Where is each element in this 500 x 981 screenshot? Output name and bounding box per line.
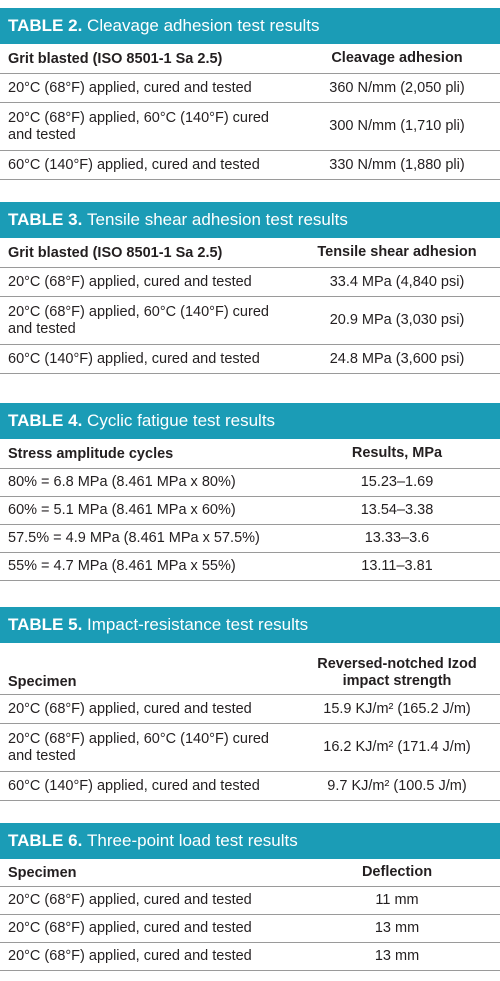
table-row: 20°C (68°F) applied, cured and tested 13…	[0, 915, 500, 943]
table-cell: 20°C (68°F) applied, cured and tested	[8, 892, 252, 908]
table-name: Three-point load test results	[87, 831, 298, 850]
column-header: Cleavage adhesion	[331, 50, 463, 66]
table-cell: 20°C (68°F) applied, cured and tested	[8, 273, 252, 290]
table-title-bar: TABLE 4. Cyclic fatigue test results	[0, 403, 500, 439]
table-cell: 20.9 MPa (3,030 psi)	[329, 312, 465, 328]
table-row: 20°C (68°F) applied, cured and tested 36…	[0, 74, 500, 103]
table-row: 60% = 5.1 MPa (8.461 MPa x 60%) 13.54–3.…	[0, 497, 500, 525]
column-header: Specimen	[8, 674, 77, 690]
table-cell: 300 N/mm (1,710 pli)	[329, 118, 465, 134]
table-name: Cyclic fatigue test results	[87, 411, 276, 430]
column-header: Reversed-notched Izod impact strength	[317, 656, 477, 689]
table-cell: 13.33–3.6	[364, 530, 430, 546]
table-row: 20°C (68°F) applied, 60°C (140°F) cured …	[0, 724, 500, 772]
table-cell: 60°C (140°F) applied, cured and tested	[8, 350, 260, 367]
table-header-row: Specimen Deflection	[0, 859, 500, 887]
column-header: Specimen	[8, 864, 77, 881]
table-row: 20°C (68°F) applied, cured and tested 33…	[0, 268, 500, 297]
table-cell: 20°C (68°F) applied, cured and tested	[8, 948, 252, 964]
table-row: 57.5% = 4.9 MPa (8.461 MPa x 57.5%) 13.3…	[0, 525, 500, 553]
table-cell: 15.9 KJ/m² (165.2 J/m)	[323, 700, 471, 717]
table-row: 60°C (140°F) applied, cured and tested 3…	[0, 151, 500, 180]
table-cell: 360 N/mm (2,050 pli)	[329, 79, 465, 96]
column-header: Deflection	[361, 864, 433, 880]
table-impact-resistance: TABLE 5. Impact-resistance test results …	[0, 607, 500, 801]
table-row: 20°C (68°F) applied, 60°C (140°F) cured …	[0, 103, 500, 151]
table-cell: 60% = 5.1 MPa (8.461 MPa x 60%)	[8, 502, 236, 518]
column-header: Stress amplitude cycles	[8, 445, 174, 462]
table-cell: 24.8 MPa (3,600 psi)	[329, 350, 465, 367]
table-cell: 9.7 KJ/m² (100.5 J/m)	[327, 777, 467, 794]
table-title-bar: TABLE 6. Three-point load test results	[0, 823, 500, 859]
table-cell: 20°C (68°F) applied, cured and tested	[8, 700, 252, 717]
table-cell: 20°C (68°F) applied, 60°C (140°F) cured …	[8, 730, 269, 764]
table-cell: 16.2 KJ/m² (171.4 J/m)	[323, 739, 471, 755]
column-header: Tensile shear adhesion	[317, 244, 477, 260]
table-cell: 20°C (68°F) applied, cured and tested	[8, 920, 252, 936]
table-cell: 330 N/mm (1,880 pli)	[329, 156, 465, 173]
column-header: Results, MPa	[351, 445, 443, 461]
table-row: 80% = 6.8 MPa (8.461 MPa x 80%) 15.23–1.…	[0, 469, 500, 497]
table-cyclic-fatigue: TABLE 4. Cyclic fatigue test results Str…	[0, 403, 500, 581]
table-cell: 60°C (140°F) applied, cured and tested	[8, 156, 260, 173]
table-number: TABLE 6.	[8, 831, 83, 850]
table-row: 20°C (68°F) applied, cured and tested 11…	[0, 887, 500, 915]
table-name: Cleavage adhesion test results	[87, 16, 320, 35]
table-row: 20°C (68°F) applied, cured and tested 15…	[0, 695, 500, 724]
table-cell: 20°C (68°F) applied, 60°C (140°F) cured …	[8, 109, 269, 143]
table-cell: 13.11–3.81	[361, 558, 433, 574]
table-header-row: Grit blasted (ISO 8501-1 Sa 2.5) Cleavag…	[0, 44, 500, 74]
table-row: 20°C (68°F) applied, 60°C (140°F) cured …	[0, 297, 500, 345]
table-cell: 55% = 4.7 MPa (8.461 MPa x 55%)	[8, 558, 236, 574]
table-row: 20°C (68°F) applied, cured and tested 13…	[0, 943, 500, 971]
table-cell: 20°C (68°F) applied, cured and tested	[8, 79, 252, 96]
table-header-row: Stress amplitude cycles Results, MPa	[0, 439, 500, 469]
table-cell: 57.5% = 4.9 MPa (8.461 MPa x 57.5%)	[8, 530, 260, 546]
table-cell: 15.23–1.69	[360, 474, 434, 490]
table-cell: 80% = 6.8 MPa (8.461 MPa x 80%)	[8, 474, 236, 490]
table-tensile-shear-adhesion: TABLE 3. Tensile shear adhesion test res…	[0, 202, 500, 374]
table-row: 60°C (140°F) applied, cured and tested 2…	[0, 345, 500, 374]
table-header-row: Specimen Reversed-notched Izod impact st…	[0, 643, 500, 695]
table-cell: 60°C (140°F) applied, cured and tested	[8, 777, 260, 794]
table-cell: 11 mm	[375, 892, 419, 908]
table-row: 55% = 4.7 MPa (8.461 MPa x 55%) 13.11–3.…	[0, 553, 500, 581]
table-cell: 33.4 MPa (4,840 psi)	[329, 273, 465, 290]
table-cell: 13.54–3.38	[360, 502, 434, 518]
column-header: Grit blasted (ISO 8501-1 Sa 2.5)	[8, 50, 223, 67]
table-number: TABLE 5.	[8, 615, 83, 634]
table-title-bar: TABLE 5. Impact-resistance test results	[0, 607, 500, 643]
table-cell: 20°C (68°F) applied, 60°C (140°F) cured …	[8, 303, 269, 337]
table-title-bar: TABLE 3. Tensile shear adhesion test res…	[0, 202, 500, 238]
table-cell: 13 mm	[374, 948, 420, 964]
table-name: Impact-resistance test results	[87, 615, 309, 634]
table-cell: 13 mm	[374, 920, 420, 936]
table-title-bar: TABLE 2. Cleavage adhesion test results	[0, 8, 500, 44]
table-number: TABLE 3.	[8, 210, 83, 229]
table-name: Tensile shear adhesion test results	[87, 210, 348, 229]
table-row: 60°C (140°F) applied, cured and tested 9…	[0, 772, 500, 801]
table-number: TABLE 2.	[8, 16, 83, 35]
table-number: TABLE 4.	[8, 411, 83, 430]
table-cleavage-adhesion: TABLE 2. Cleavage adhesion test results …	[0, 8, 500, 180]
table-three-point-load: TABLE 6. Three-point load test results S…	[0, 823, 500, 971]
column-header: Grit blasted (ISO 8501-1 Sa 2.5)	[8, 244, 223, 261]
table-header-row: Grit blasted (ISO 8501-1 Sa 2.5) Tensile…	[0, 238, 500, 268]
